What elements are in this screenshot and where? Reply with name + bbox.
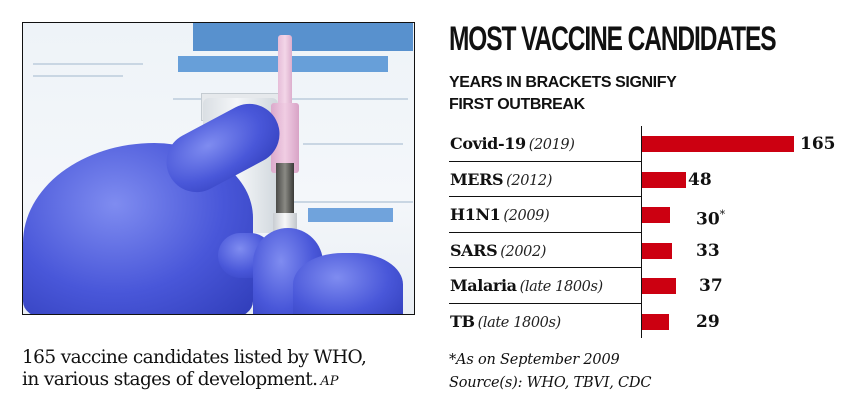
bar-value: 29 [696, 304, 720, 340]
photo-credit: AP [320, 374, 339, 389]
background-screen-text [33, 75, 123, 77]
background-screen-button [308, 208, 393, 222]
disease-name: MERS [450, 169, 504, 189]
outbreak-year: (2002) [500, 243, 547, 260]
row-label: H1N1 (2009) [450, 197, 550, 233]
caption-line-2-text: in various stages of development. [22, 369, 318, 390]
chart-source: Source(s): WHO, TBVI, CDC [449, 375, 652, 391]
background-screen-text [293, 201, 413, 203]
bar [642, 171, 686, 188]
bar-value-text: 165 [800, 134, 836, 154]
chart-footnotes: *As on September 2009 Source(s): WHO, TB… [449, 349, 651, 395]
outbreak-year: (2019) [528, 137, 575, 153]
caption-line-1: 165 vaccine candidates listed by WHO, [22, 347, 367, 368]
disease-name: Covid-19 [450, 134, 526, 153]
bar-value: 37 [699, 268, 723, 304]
bar [642, 242, 672, 259]
bar [642, 278, 676, 294]
row-label: MERS (2012) [450, 162, 552, 198]
bar-chart: Covid-19 (2019) 165 MERS (2012) 48 H1N1 (2009) 3… [449, 126, 863, 339]
background-screen-text [33, 63, 143, 65]
bar-value-text: 29 [696, 311, 720, 332]
outbreak-year: (2009) [503, 208, 550, 224]
chart-subtitle-line-2: FIRST OUTBREAK [449, 96, 585, 113]
bar-value-text: 30 [696, 209, 720, 230]
row-divider [449, 267, 642, 268]
bar-value: 48 [688, 162, 712, 198]
chart-row-covid-19: Covid-19 (2019) 165 [449, 126, 863, 162]
background-screen-text [303, 143, 403, 145]
row-label: Malaria (late 1800s) [450, 268, 603, 304]
bar-value-text: 37 [699, 276, 723, 296]
footnote-asterisk: *As on September 2009 [449, 352, 620, 368]
disease-name: Malaria [450, 276, 517, 295]
bar-value: 30* [696, 197, 725, 233]
chart-subtitle: YEARS IN BRACKETS SIGNIFY FIRST OUTBREAK [449, 72, 729, 116]
row-divider [449, 160, 642, 162]
chart-row-mers: MERS (2012) 48 [449, 162, 863, 198]
row-label: TB (late 1800s) [450, 304, 561, 340]
row-divider [449, 231, 642, 233]
syringe-needle-base [276, 163, 294, 213]
vaccine-photo [22, 22, 415, 315]
outbreak-year: (late 1800s) [477, 314, 562, 331]
disease-name: SARS [450, 240, 498, 260]
row-divider [449, 302, 642, 304]
bar [642, 136, 794, 152]
bar-value-text: 48 [688, 169, 712, 190]
caption-line-2: in various stages of development. AP [22, 369, 442, 393]
chart-row-h1n1: H1N1 (2009) 30* [449, 197, 863, 233]
outbreak-year: (late 1800s) [519, 279, 604, 295]
bar-value: 33 [696, 233, 720, 269]
chart-row-sars: SARS (2002) 33 [449, 233, 863, 269]
disease-name: H1N1 [450, 205, 501, 224]
row-divider [449, 196, 642, 197]
gloved-hand-right [293, 253, 403, 314]
bar-value: 165 [800, 126, 836, 162]
chart-subtitle-line-1: YEARS IN BRACKETS SIGNIFY [449, 74, 677, 91]
bar [642, 207, 670, 223]
disease-name: TB [450, 311, 475, 331]
outbreak-year: (2012) [506, 172, 552, 189]
footnote-marker: * [719, 208, 726, 221]
photo-caption: 165 vaccine candidates listed by WHO, in… [22, 347, 442, 393]
bar-value-text: 33 [696, 240, 720, 261]
chart-title: MOST VACCINE CANDIDATES [449, 20, 777, 58]
background-screen-banner [193, 23, 413, 51]
row-label: SARS (2002) [450, 233, 546, 269]
chart-row-tb: TB (late 1800s) 29 [449, 304, 863, 340]
row-label: Covid-19 (2019) [450, 126, 575, 162]
chart-row-malaria: Malaria (late 1800s) 37 [449, 268, 863, 304]
bar [642, 313, 669, 330]
